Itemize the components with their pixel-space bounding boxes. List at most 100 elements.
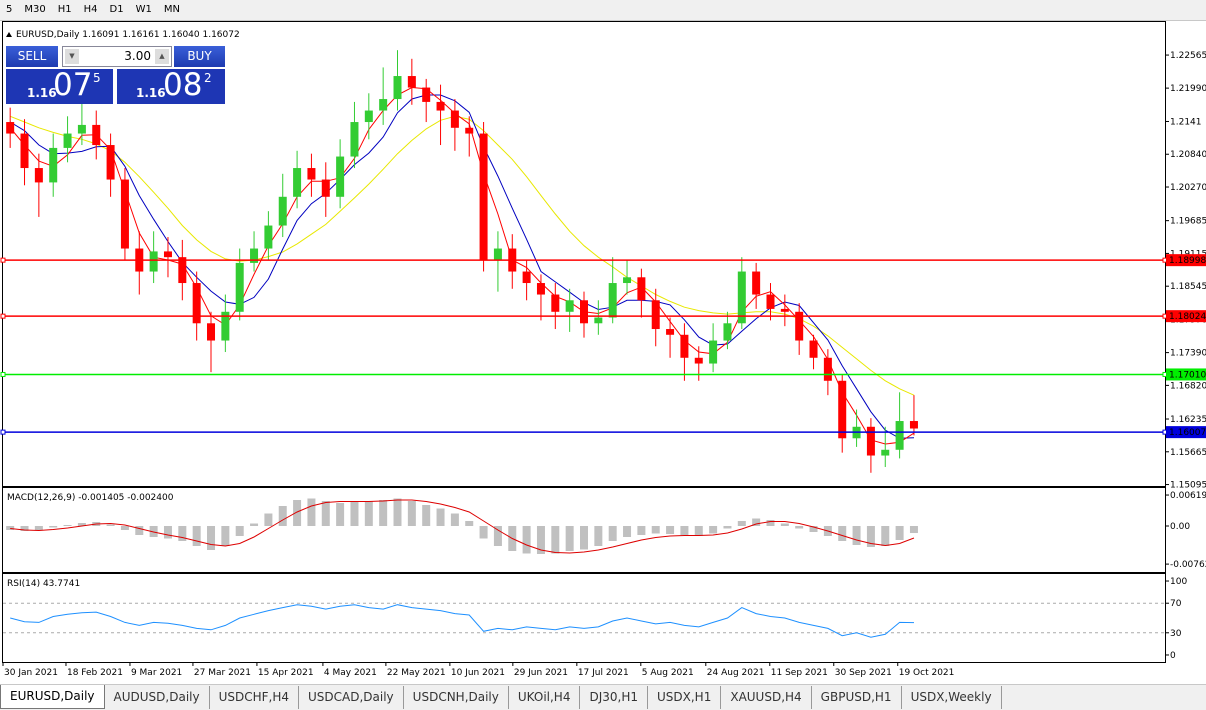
candle-body	[34, 168, 43, 183]
histogram-bar	[680, 526, 689, 535]
indicator-line	[10, 499, 915, 554]
volume-down[interactable]: ▼	[65, 49, 79, 64]
candle-body	[92, 124, 101, 146]
candle-body	[694, 357, 703, 364]
timeframe-button[interactable]: W1	[135, 4, 152, 15]
histogram-bar	[407, 501, 416, 526]
bid-quote[interactable]: 1.16 07 5	[6, 67, 113, 104]
chart-tab[interactable]: USDX,Weekly	[902, 686, 1002, 709]
candle-body	[866, 426, 875, 456]
y-tick-label: 70	[1170, 599, 1182, 609]
histogram-bar	[465, 521, 474, 526]
histogram-bar	[522, 526, 531, 554]
chart-tab[interactable]: USDX,H1	[648, 686, 722, 709]
candle-body	[809, 340, 818, 358]
histogram-bar	[780, 523, 789, 526]
candle-body	[623, 277, 632, 284]
candle-body	[235, 262, 244, 312]
chart-tab[interactable]: AUDUSD,Daily	[105, 686, 210, 709]
bid-big-figure: 1.16	[27, 86, 57, 100]
volume-value[interactable]: 3.00	[124, 49, 151, 63]
timeframe-button[interactable]: M30	[24, 4, 46, 15]
x-tick-label: 29 Jun 2021	[514, 668, 568, 678]
timeframe-button[interactable]: MN	[163, 4, 180, 15]
candle-body	[580, 300, 588, 324]
histogram-bar	[163, 526, 172, 539]
histogram-bar	[436, 508, 445, 526]
candle-body	[407, 76, 416, 88]
y-tick-label: -0.00762	[1170, 560, 1206, 570]
histogram-bar	[120, 526, 129, 530]
x-tick-label: 18 Feb 2021	[67, 668, 123, 678]
x-tick-label: 15 Apr 2021	[258, 668, 314, 678]
candle-body	[350, 122, 359, 157]
timeframe-button[interactable]: D1	[109, 4, 124, 15]
price-label-bg	[1166, 310, 1206, 323]
rsi-pane-frame	[2, 573, 1166, 663]
chart-tab[interactable]: DJ30,H1	[580, 686, 648, 709]
candle-body	[565, 300, 574, 312]
histogram-bar	[479, 526, 488, 539]
buy-button[interactable]: BUY	[174, 46, 225, 67]
histogram-bar	[278, 506, 287, 526]
candle-body	[436, 101, 445, 111]
histogram-bar	[450, 513, 459, 526]
one-click-trading: SELL ▼ 3.00 ▲ BUY 1.16 07 5 1.16 08 2	[6, 46, 225, 104]
candle-body	[20, 133, 29, 169]
candle-body	[522, 271, 531, 284]
x-tick-label: 10 Jun 2021	[451, 668, 505, 678]
histogram-bar	[909, 526, 918, 534]
candle-body	[608, 283, 617, 318]
chart-tab[interactable]: USDCHF,H4	[210, 686, 300, 709]
chart-tab[interactable]: USDCNH,Daily	[404, 686, 509, 709]
timeframe-button[interactable]: 5	[6, 4, 13, 15]
candle-body	[536, 283, 545, 295]
histogram-bar	[809, 526, 818, 532]
price-label-bg	[1166, 254, 1206, 267]
histogram-bar	[723, 526, 732, 529]
candle-body	[737, 271, 746, 324]
candle-body	[221, 311, 230, 341]
candle-body	[192, 283, 201, 324]
candle-body	[379, 99, 388, 111]
indicator-line	[9, 86, 915, 445]
chart-tab[interactable]: XAUUSD,H4	[721, 686, 812, 709]
histogram-bar	[364, 501, 373, 526]
candle-body	[163, 251, 172, 258]
candle-body	[709, 340, 718, 364]
histogram-bar	[49, 526, 58, 528]
collapse-arrow	[6, 32, 12, 37]
candle-body	[895, 421, 904, 450]
histogram-bar	[623, 526, 632, 537]
x-tick-label: 27 Mar 2021	[194, 668, 251, 678]
price-label: 1.18998	[1169, 256, 1206, 266]
histogram-bar	[336, 503, 345, 526]
volume-up[interactable]: ▲	[155, 49, 169, 64]
histogram-bar	[77, 523, 86, 526]
histogram-bar	[63, 525, 72, 526]
histogram-bar	[608, 526, 617, 541]
chart-tab[interactable]: EURUSD,Daily	[0, 685, 105, 709]
candle-body	[594, 317, 603, 324]
main-title: EURUSD,Daily 1.16091 1.16161 1.16040 1.1…	[16, 30, 240, 40]
histogram-bar	[838, 526, 847, 541]
chart-tab[interactable]: UKOil,H4	[509, 686, 581, 709]
timeframe-button[interactable]: H4	[83, 4, 98, 15]
volume-box[interactable]: ▼ 3.00 ▲	[62, 46, 172, 67]
y-tick-label: 0.006193	[1170, 491, 1206, 501]
histogram-bar	[637, 526, 646, 535]
sell-button[interactable]: SELL	[6, 46, 58, 67]
candle-body	[723, 323, 732, 341]
chart-tab[interactable]: GBPUSD,H1	[812, 686, 902, 709]
candle-body	[766, 294, 775, 309]
histogram-bar	[379, 500, 388, 526]
chart-tab[interactable]: USDCAD,Daily	[299, 686, 404, 709]
y-tick-label: 1.15665	[1170, 448, 1206, 458]
candle-body	[264, 225, 273, 249]
histogram-bar	[752, 518, 761, 526]
ask-quote[interactable]: 1.16 08 2	[117, 67, 225, 104]
histogram-bar	[307, 498, 316, 526]
timeframe-button[interactable]: H1	[57, 4, 72, 15]
histogram-bar	[866, 526, 875, 547]
